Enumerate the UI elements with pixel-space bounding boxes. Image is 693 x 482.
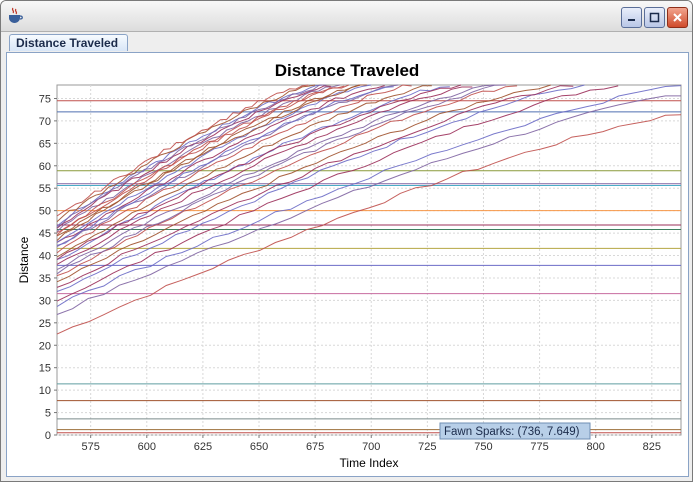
tab-distance-traveled[interactable]: Distance Traveled	[9, 34, 128, 51]
y-tick-label: 50	[39, 206, 51, 218]
x-tick-label: 650	[250, 441, 268, 453]
rising-series-line	[56, 84, 399, 247]
x-tick-label: 725	[418, 441, 436, 453]
rising-series-line	[56, 84, 462, 260]
y-tick-label: 10	[39, 385, 51, 397]
x-tick-label: 800	[587, 441, 605, 453]
y-tick-label: 5	[45, 408, 51, 420]
rising-series-line	[56, 85, 682, 308]
rising-series-line	[56, 85, 345, 236]
y-tick-label: 30	[39, 295, 51, 307]
y-tick-label: 15	[39, 363, 51, 375]
rising-series-line	[56, 85, 432, 258]
y-tick-label: 75	[39, 93, 51, 105]
rising-series-line	[56, 84, 412, 254]
y-tick-label: 60	[39, 161, 51, 173]
minimize-icon	[628, 19, 635, 21]
flat-series-group	[57, 100, 681, 434]
maximize-button[interactable]	[644, 7, 665, 28]
x-tick-label: 700	[362, 441, 380, 453]
x-tick-label: 825	[643, 441, 661, 453]
rising-series-line	[56, 85, 385, 243]
maximize-icon	[649, 12, 660, 23]
y-tick-label: 70	[39, 116, 51, 128]
x-tick-label: 575	[81, 441, 99, 453]
tooltip-box	[439, 422, 591, 440]
y-tick-label: 0	[45, 430, 51, 442]
chart-title: Distance Traveled	[275, 61, 420, 80]
plot-area	[56, 84, 682, 436]
rising-series-line	[56, 84, 585, 292]
x-axis: 575 600 625 650 675 700 725 750 775 800 825	[81, 435, 661, 453]
rising-series-line	[56, 84, 309, 217]
chart[interactable]: Distance Traveled 0 5 10 15 20 25 30 35 40 45 50 55…	[7, 53, 688, 476]
rising-series-line	[56, 84, 340, 233]
tooltip: Fawn Sparks: (736, 7.649)	[439, 422, 591, 440]
rising-series-line	[56, 84, 495, 271]
y-tick-label: 20	[39, 340, 51, 352]
y-tick-label: 25	[39, 318, 51, 330]
tooltip-text: Fawn Sparks: (736, 7.649)	[444, 426, 580, 438]
close-button[interactable]	[667, 7, 688, 28]
rising-series-line	[56, 86, 450, 260]
rising-series-line	[56, 86, 394, 246]
rising-series-line	[56, 84, 327, 228]
rising-series-line	[56, 85, 518, 277]
title-bar[interactable]	[1, 1, 692, 32]
rising-series-line	[56, 84, 367, 241]
chart-panel: Distance Traveled 0 5 10 15 20 25 30 35 40 45 50 55…	[6, 52, 689, 477]
rising-series-line	[56, 86, 473, 265]
y-tick-label: 40	[39, 251, 51, 263]
rising-series-line	[56, 114, 682, 335]
x-tick-label: 625	[194, 441, 212, 453]
rising-series-line	[56, 95, 681, 315]
rising-series-line	[56, 84, 506, 275]
x-tick-label: 750	[474, 441, 492, 453]
x-tick-label: 675	[306, 441, 324, 453]
x-axis-label: Time Index	[340, 456, 399, 470]
y-tick-label: 65	[39, 138, 51, 150]
y-axis-label: Distance	[17, 236, 31, 283]
y-tick-label: 55	[39, 183, 51, 195]
java-cup-icon	[9, 7, 23, 23]
rising-series-line	[56, 85, 619, 302]
rising-series-line	[56, 85, 574, 288]
y-axis: 0 5 10 15 20 25 30 35 40 45 50 55 60 65 70 75	[39, 93, 57, 442]
rising-series-line	[56, 84, 361, 237]
y-tick-label: 35	[39, 273, 51, 285]
rising-series-line	[56, 84, 372, 243]
rising-series-line	[56, 84, 551, 283]
x-tick-label: 600	[138, 441, 156, 453]
x-tick-label: 775	[530, 441, 548, 453]
rising-series-group	[56, 84, 682, 335]
tab-strip: Distance Traveled	[5, 34, 689, 52]
close-icon	[673, 13, 682, 22]
y-tick-label: 45	[39, 228, 51, 240]
minimize-button[interactable]	[621, 7, 642, 28]
